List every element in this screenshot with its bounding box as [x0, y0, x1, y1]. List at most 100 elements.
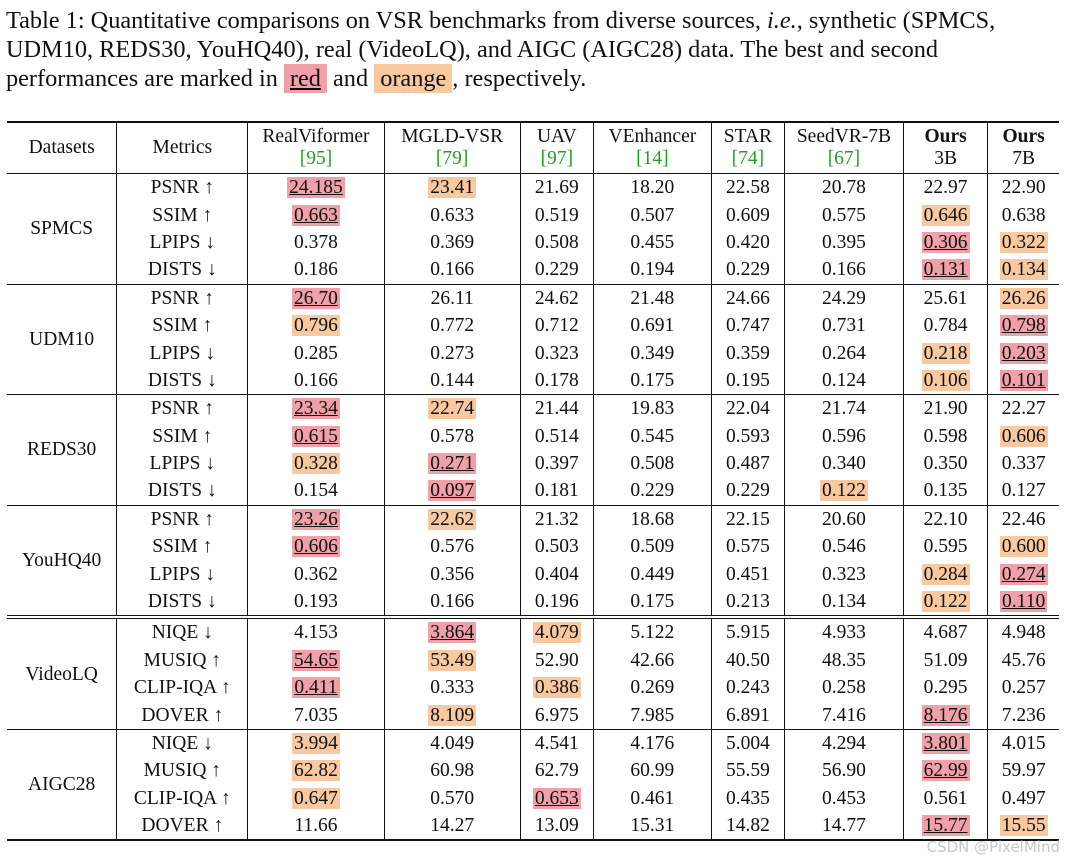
- cell-value: 0.455: [630, 231, 675, 253]
- cell-value: 7.236: [1001, 704, 1046, 726]
- value-cell: 20.78: [783, 173, 904, 202]
- table-row: DISTS ↓ 0.154 0.097 0.181 0.229 0.229 0.122 0.1…: [7, 477, 1059, 506]
- value-cell: 0.323: [519, 339, 594, 367]
- cell-value: 0.570: [430, 787, 475, 809]
- cell-value: 0.323: [534, 342, 579, 364]
- dataset-group: YouHQ40 PSNR ↑ 23.26 22.62 21.32 18.68 22.15 20…: [7, 505, 1059, 618]
- cell-value: 0.229: [725, 480, 770, 502]
- cell-value: 22.62: [428, 508, 477, 530]
- cell-value: 24.185: [287, 177, 345, 199]
- cell-value: 0.561: [923, 787, 968, 809]
- cell-value: 0.134: [822, 591, 866, 613]
- watermark: CSDN @PixelMind: [926, 838, 1060, 856]
- cell-value: 54.65: [292, 649, 340, 671]
- cell-value: 0.508: [534, 231, 579, 253]
- cell-value: 0.546: [822, 536, 866, 558]
- cell-value: 0.213: [725, 591, 770, 613]
- value-cell: 0.274: [987, 560, 1059, 588]
- table-row: DOVER ↑ 11.66 14.27 13.09 15.31 14.82 14.77 15.…: [7, 811, 1059, 841]
- header-method: UAV [97]: [519, 122, 594, 174]
- value-cell: 0.386: [519, 674, 594, 702]
- value-cell: 0.653: [519, 784, 594, 812]
- value-cell: 0.131: [902, 256, 988, 285]
- cell-value: 19.83: [630, 398, 675, 420]
- value-cell: 0.134: [783, 587, 904, 618]
- cell-value: 56.90: [822, 760, 866, 782]
- cell-value: 0.411: [292, 677, 340, 699]
- cell-value: 45.76: [1001, 649, 1046, 671]
- value-cell: 40.50: [710, 646, 785, 675]
- value-cell: 59.97: [987, 757, 1059, 785]
- value-cell: 0.181: [519, 477, 594, 506]
- value-cell: 0.350: [902, 449, 988, 478]
- value-cell: 0.712: [519, 311, 594, 340]
- caption-orange-sample: orange: [374, 64, 453, 93]
- table-row: REDS30 PSNR ↑ 23.34 22.74 21.44 19.83 22.04 21.…: [7, 394, 1059, 460]
- cell-value: 0.097: [428, 480, 477, 502]
- value-cell: 0.271: [383, 449, 521, 478]
- cell-value: 22.90: [1001, 177, 1046, 199]
- table-row: LPIPS ↓ 0.378 0.369 0.508 0.455 0.420 0.395 0.3…: [7, 228, 1059, 257]
- value-cell: 3.864: [383, 617, 521, 647]
- value-cell: 0.397: [519, 449, 594, 478]
- cell-value: 0.798: [999, 315, 1048, 337]
- cell-value: 60.98: [430, 760, 475, 782]
- cell-value: 0.593: [725, 425, 770, 447]
- metric-name: SSIM ↑: [116, 533, 248, 561]
- value-cell: 0.229: [710, 256, 785, 285]
- cell-value: 14.77: [822, 815, 866, 837]
- value-cell: 52.90: [519, 646, 594, 675]
- value-cell: 62.99: [902, 757, 988, 785]
- value-cell: 60.99: [592, 757, 712, 785]
- value-cell: 0.497: [987, 784, 1059, 812]
- cell-value: 0.796: [292, 315, 340, 337]
- value-cell: 21.74: [783, 394, 904, 423]
- cell-value: 0.647: [292, 787, 340, 809]
- cell-value: 0.101: [999, 369, 1048, 391]
- value-cell: 4.541: [519, 729, 594, 758]
- cell-value: 0.110: [1000, 591, 1048, 613]
- cell-value: 0.131: [921, 259, 970, 281]
- value-cell: 0.213: [710, 587, 785, 618]
- metric-name: DISTS ↓: [116, 366, 248, 395]
- cell-value: 0.638: [1001, 204, 1046, 226]
- cell-value: 0.166: [430, 591, 475, 613]
- dataset-name: SPMCS: [30, 218, 94, 240]
- cell-value: 5.122: [630, 622, 675, 644]
- value-cell: 0.578: [383, 422, 521, 450]
- cell-value: 4.049: [430, 733, 475, 754]
- metric-name: DISTS ↓: [116, 477, 248, 506]
- cell-value: 0.545: [630, 425, 675, 447]
- header-method: RealViformer [95]: [247, 122, 385, 174]
- metric-name: PSNR ↑: [116, 284, 248, 312]
- value-cell: 0.218: [902, 339, 988, 367]
- caption-ie: i.e.: [767, 7, 797, 34]
- cell-value: 0.453: [822, 787, 866, 809]
- cell-value: 0.258: [822, 677, 866, 699]
- header-method: STAR [74]: [710, 122, 785, 174]
- cell-value: 62.99: [921, 760, 970, 782]
- table-row: CLIP-IQA ↑ 0.411 0.333 0.386 0.269 0.243 0.258…: [7, 674, 1059, 702]
- cell-value: 6.891: [725, 704, 770, 726]
- cell-value: 3.864: [428, 622, 477, 644]
- value-cell: 0.747: [710, 311, 785, 340]
- cell-value: 0.194: [630, 259, 675, 281]
- cell-value: 21.74: [822, 398, 866, 420]
- value-cell: 0.378: [247, 228, 385, 257]
- value-cell: 0.663: [247, 201, 385, 229]
- value-cell: 22.15: [710, 505, 785, 534]
- cell-value: 20.78: [822, 177, 866, 199]
- cell-value: 26.11: [430, 287, 474, 309]
- cell-value: 48.35: [822, 649, 866, 671]
- value-cell: 0.175: [592, 587, 712, 618]
- cell-value: 0.134: [999, 259, 1048, 281]
- value-cell: 7.035: [247, 701, 385, 730]
- cell-value: 0.203: [999, 342, 1048, 364]
- cell-value: 0.349: [630, 342, 675, 364]
- dataset-group: AIGC28 NIQE ↓ 3.994 4.049 4.541 4.176 5.004 4.2…: [7, 729, 1059, 841]
- cell-value: 0.186: [294, 259, 338, 281]
- value-cell: 0.264: [783, 339, 904, 367]
- table-row: DISTS ↓ 0.186 0.166 0.229 0.194 0.229 0.166 0.1…: [7, 256, 1059, 285]
- cell-value: 51.09: [923, 649, 968, 671]
- value-cell: 51.09: [902, 646, 988, 675]
